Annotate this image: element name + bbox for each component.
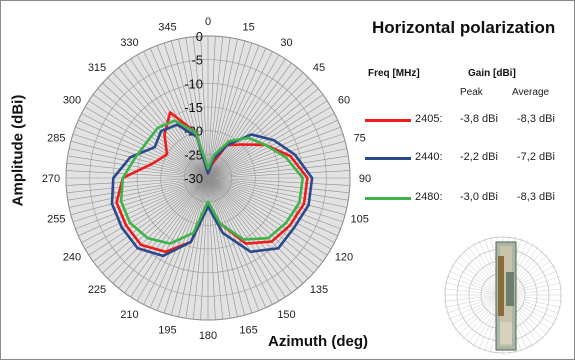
angle-tick-label: 285 xyxy=(47,132,65,144)
radial-tick-label: -5 xyxy=(191,53,203,68)
legend-header-freq: Freq [MHz] xyxy=(368,68,420,79)
series-group xyxy=(110,111,314,258)
radial-tick-label: -10 xyxy=(184,76,203,91)
legend-freq: 2405: xyxy=(415,113,443,125)
series-line-1 xyxy=(110,123,314,258)
legend-swatch xyxy=(365,157,411,160)
angle-tick-label: 90 xyxy=(359,173,371,185)
angle-tick-label: 60 xyxy=(338,95,350,107)
angle-tick-label: 135 xyxy=(310,284,328,296)
radial-tick-label: -30 xyxy=(184,171,203,186)
legend-row-2480: 2480: -3,0 dBi -8,3 dBi xyxy=(365,190,565,206)
legend-row-2405: 2405: -3,8 dBi -8,3 dBi xyxy=(365,112,565,128)
grid-ring xyxy=(160,130,256,226)
angle-tick-label: 45 xyxy=(313,62,325,74)
angle-tick-label: 300 xyxy=(63,95,81,107)
angle-tick-label: 315 xyxy=(88,62,106,74)
legend-freq: 2440: xyxy=(415,151,443,163)
legend-header-peak: Peak xyxy=(460,87,483,98)
chart-title: Horizontal polarization xyxy=(372,18,556,37)
radial-tick-label: 0 xyxy=(196,29,203,44)
angle-tick-label: 345 xyxy=(158,21,176,33)
angle-tick-label: 150 xyxy=(277,309,295,321)
grid-ring xyxy=(136,106,280,250)
radial-tick-label: -25 xyxy=(184,147,203,162)
angle-tick-label: 270 xyxy=(42,173,60,185)
legend-average: -8,3 dBi xyxy=(517,191,555,203)
legend-freq: 2480: xyxy=(415,191,443,203)
angle-tick-label: 240 xyxy=(63,252,81,264)
legend-average: -8,3 dBi xyxy=(517,113,555,125)
antenna-setup-photo xyxy=(443,235,563,355)
angle-tick-label: 255 xyxy=(47,214,65,226)
angle-tick-label: 120 xyxy=(335,252,353,264)
angle-tick-label: 30 xyxy=(280,37,292,49)
legend-swatch xyxy=(365,197,411,200)
legend-average: -7,2 dBi xyxy=(517,151,555,163)
angle-tick-label: 165 xyxy=(239,325,257,337)
angle-tick-label: 225 xyxy=(88,284,106,296)
legend-header-gain: Gain [dBi] xyxy=(468,68,516,79)
angle-tick-label: 0 xyxy=(205,16,211,28)
angle-tick-label: 15 xyxy=(242,21,254,33)
legend-peak: -2,2 dBi xyxy=(460,151,498,163)
angle-tick-label: 75 xyxy=(354,132,366,144)
polar-plot: 0 15 30 45 60 75 90 105 120 135 150 165 180 195 210 225… xyxy=(42,16,371,342)
legend-header-average: Average xyxy=(512,87,550,98)
grid-ring xyxy=(65,35,351,321)
angle-tick-label: 195 xyxy=(158,325,176,337)
legend-peak: -3,0 dBi xyxy=(460,191,498,203)
radial-tick-label: -15 xyxy=(184,100,203,115)
angle-tick-label: 180 xyxy=(199,330,217,342)
angle-tick-label: 210 xyxy=(120,309,138,321)
y-axis-label: Amplitude (dBi) xyxy=(9,94,27,207)
x-axis-label: Azimuth (deg) xyxy=(268,333,368,350)
angle-tick-label: 330 xyxy=(120,37,138,49)
grid-ring xyxy=(89,59,327,297)
series-line-2 xyxy=(119,119,304,245)
legend-swatch xyxy=(365,119,411,122)
angle-tick-labels: 0 15 30 45 60 75 90 105 120 135 150 165 180 195 210 225… xyxy=(42,16,371,342)
legend-peak: -3,8 dBi xyxy=(460,113,498,125)
legend-row-2440: 2440: -2,2 dBi -7,2 dBi xyxy=(365,150,565,166)
angle-tick-label: 105 xyxy=(351,214,369,226)
